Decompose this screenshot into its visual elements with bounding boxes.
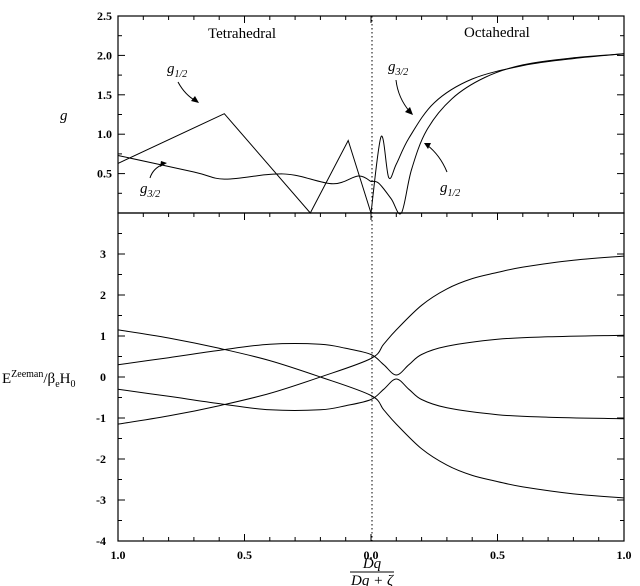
lower-ytick-label: -3 bbox=[96, 493, 106, 507]
upper-panel-frame bbox=[117, 15, 625, 214]
upper-ytick-label: 0.5 bbox=[97, 167, 112, 181]
lower-ytick-label: 0 bbox=[100, 370, 106, 384]
arrow-g12-octahedral bbox=[426, 144, 448, 173]
x-axis-ticks: 1.0 0.5 0.0 0.5 1.0 bbox=[111, 16, 632, 562]
xtick-label: 0.5 bbox=[237, 548, 252, 562]
xtick-label: 1.0 bbox=[111, 548, 126, 562]
lower-axis-ticks: -4 -3 -2 -1 0 1 2 3 bbox=[96, 233, 624, 548]
annotation-g32-tetrahedral: g3/2 bbox=[140, 181, 160, 200]
xtick-label: 1.0 bbox=[617, 548, 632, 562]
arrowhead-g12-tetrahedral bbox=[191, 96, 199, 103]
arrow-g32-octahedral bbox=[395, 79, 411, 113]
lower-ytick-label: 3 bbox=[100, 247, 106, 261]
lower-panel-curves bbox=[117, 255, 625, 499]
x-axis-label-numerator: Dq bbox=[362, 556, 382, 572]
ylabel-sub: e bbox=[55, 379, 60, 390]
annotation-g12-octahedral: g1/2 bbox=[440, 180, 460, 199]
lower-ytick-label: 1 bbox=[100, 329, 106, 343]
arrowhead-g32-octahedral bbox=[405, 107, 413, 115]
lower-ytick-label: -1 bbox=[96, 411, 106, 425]
curve-g12-oct bbox=[370, 53, 625, 215]
arrow-g32-tetrahedral bbox=[149, 163, 165, 179]
curve-g32-tet bbox=[117, 155, 372, 185]
upper-panel-curves bbox=[117, 53, 625, 215]
arrowhead-g12-octahedral bbox=[424, 143, 431, 149]
xtick-label: 0.0 bbox=[364, 548, 379, 562]
xtick-label: 0.5 bbox=[490, 548, 505, 562]
upper-y-axis-label: g bbox=[60, 108, 68, 124]
curve-g32-oct bbox=[370, 53, 625, 214]
ylabel-tail: /β bbox=[43, 371, 55, 387]
arrowhead-g32-tetrahedral bbox=[160, 161, 167, 167]
lower-ytick-label: -2 bbox=[96, 452, 106, 466]
x-axis-label-denominator: Dq + ζ bbox=[350, 573, 394, 586]
curve-e3 bbox=[117, 334, 625, 376]
upper-ytick-label: 1.0 bbox=[97, 127, 112, 141]
upper-axis-ticks: 0.5 1.0 1.5 2.0 2.5 bbox=[97, 9, 624, 194]
curve-e2 bbox=[117, 255, 625, 425]
ylabel-end-sub: 0 bbox=[70, 379, 75, 390]
annotation-g12-tetrahedral: g1/2 bbox=[167, 61, 187, 80]
lower-ytick-label: 2 bbox=[100, 288, 106, 302]
lower-panel-frame bbox=[117, 212, 625, 542]
ylabel-E: E bbox=[2, 371, 11, 387]
region-label-octahedral: Octahedral bbox=[464, 25, 530, 41]
upper-ytick-label: 1.5 bbox=[97, 88, 112, 102]
upper-ytick-label: 2.0 bbox=[97, 48, 112, 62]
region-label-tetrahedral: Tetrahedral bbox=[208, 26, 276, 42]
curve-e1 bbox=[117, 329, 625, 499]
lower-y-axis-label: EZeeman/βeH0 bbox=[2, 369, 75, 390]
curve-g12-tet bbox=[117, 113, 372, 214]
ylabel-sup: Zeeman bbox=[11, 369, 43, 380]
ylabel-end: H bbox=[60, 371, 71, 387]
annotation-g32-octahedral: g3/2 bbox=[388, 59, 408, 78]
lower-ytick-label: -4 bbox=[96, 534, 106, 548]
curve-e4 bbox=[117, 378, 625, 420]
upper-ytick-label: 2.5 bbox=[97, 9, 112, 23]
